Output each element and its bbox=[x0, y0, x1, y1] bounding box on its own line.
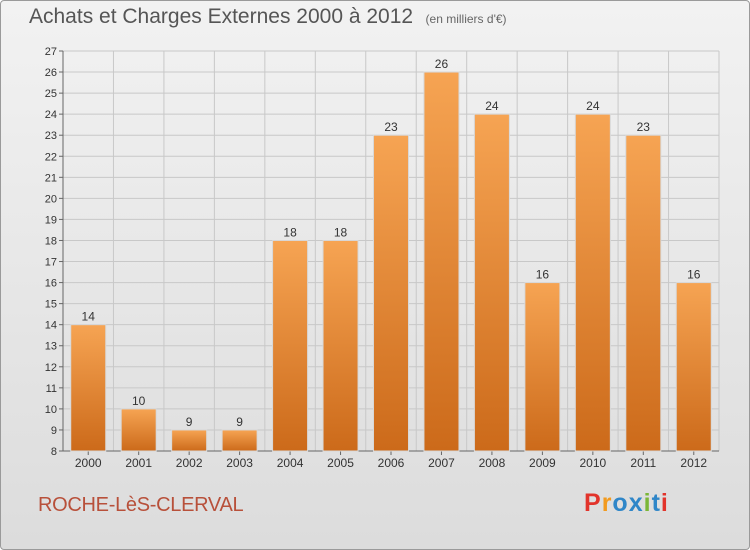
bar bbox=[574, 113, 611, 452]
y-tick-label: 23 bbox=[45, 130, 57, 142]
y-tick-label: 18 bbox=[45, 235, 57, 247]
brand-letter: i bbox=[643, 489, 652, 517]
bar bbox=[171, 429, 208, 452]
y-tick-label: 26 bbox=[45, 67, 57, 79]
x-tick-label: 2004 bbox=[277, 456, 304, 470]
data-label: 24 bbox=[485, 99, 499, 113]
bar bbox=[473, 113, 510, 452]
y-tick-label: 25 bbox=[45, 88, 57, 100]
bar-layer bbox=[70, 71, 712, 452]
bar bbox=[120, 408, 157, 452]
brand-letter: i bbox=[660, 489, 669, 517]
y-tick-label: 10 bbox=[45, 404, 57, 416]
bar bbox=[373, 134, 409, 452]
brand-letter: x bbox=[628, 489, 644, 517]
data-label: 14 bbox=[82, 310, 96, 324]
y-tick-label: 20 bbox=[45, 193, 57, 205]
x-tick-label: 2003 bbox=[226, 456, 253, 470]
bar bbox=[272, 239, 309, 452]
y-tick-label: 16 bbox=[45, 278, 57, 290]
data-label: 16 bbox=[687, 268, 701, 282]
y-tick-label: 24 bbox=[45, 109, 57, 121]
y-tick-label: 17 bbox=[45, 257, 57, 269]
bar bbox=[70, 324, 107, 452]
bar bbox=[322, 239, 359, 452]
data-label: 10 bbox=[132, 394, 146, 408]
x-tick-label: 2009 bbox=[529, 456, 556, 470]
data-label: 9 bbox=[236, 415, 243, 429]
y-tick-label: 9 bbox=[51, 425, 57, 437]
data-label: 16 bbox=[536, 268, 550, 282]
x-tick-label: 2001 bbox=[125, 456, 152, 470]
bar bbox=[524, 282, 561, 452]
y-tick-label: 11 bbox=[46, 383, 57, 395]
y-tick-label: 27 bbox=[45, 46, 57, 58]
x-tick-label: 2012 bbox=[680, 456, 707, 470]
x-tick-label: 2010 bbox=[579, 456, 606, 470]
x-tick-label: 2008 bbox=[479, 456, 506, 470]
brand-letter: r bbox=[601, 489, 613, 517]
bar bbox=[675, 282, 712, 452]
x-tick-label: 2011 bbox=[630, 456, 656, 470]
y-tick-label: 12 bbox=[45, 362, 57, 374]
brand-letter: P bbox=[584, 489, 602, 517]
x-tick-label: 2006 bbox=[378, 456, 405, 470]
bar bbox=[625, 134, 662, 452]
chart-subtitle: (en milliers d'€) bbox=[425, 12, 507, 26]
x-tick-label: 2002 bbox=[176, 456, 203, 470]
y-tick-label: 8 bbox=[51, 446, 57, 458]
label-layer: 14 10 9 9 18 18 23 26 24 16 24 23 16 bbox=[82, 57, 701, 429]
data-label: 24 bbox=[586, 99, 600, 113]
brand-letter: t bbox=[651, 489, 661, 517]
bar bbox=[221, 429, 258, 452]
x-tick-label: 2000 bbox=[75, 456, 102, 470]
chart-title: Achats et Charges Externes 2000 à 2012 bbox=[29, 5, 414, 28]
data-label: 18 bbox=[283, 225, 297, 239]
data-label: 26 bbox=[435, 57, 449, 71]
brand-letter: o bbox=[612, 489, 629, 517]
y-tick-label: 22 bbox=[45, 151, 57, 163]
x-tick-label: 2005 bbox=[327, 456, 354, 470]
brand-logo: Proxiti bbox=[584, 489, 669, 518]
x-tick-label: 2007 bbox=[428, 456, 455, 470]
y-tick-label: 13 bbox=[45, 341, 57, 353]
bar bbox=[423, 71, 460, 452]
y-tick-label: 19 bbox=[45, 214, 57, 226]
title-row: Achats et Charges Externes 2000 à 2012 (… bbox=[29, 5, 507, 29]
y-tick-label: 21 bbox=[45, 172, 57, 184]
data-label: 18 bbox=[334, 225, 348, 239]
data-label: 9 bbox=[186, 415, 193, 429]
y-tick-label: 14 bbox=[45, 320, 57, 332]
y-tick-label: 15 bbox=[45, 299, 57, 311]
town-name: ROCHE-LèS-CLERVAL bbox=[38, 494, 244, 516]
data-label: 23 bbox=[384, 120, 398, 134]
data-label: 23 bbox=[637, 120, 651, 134]
